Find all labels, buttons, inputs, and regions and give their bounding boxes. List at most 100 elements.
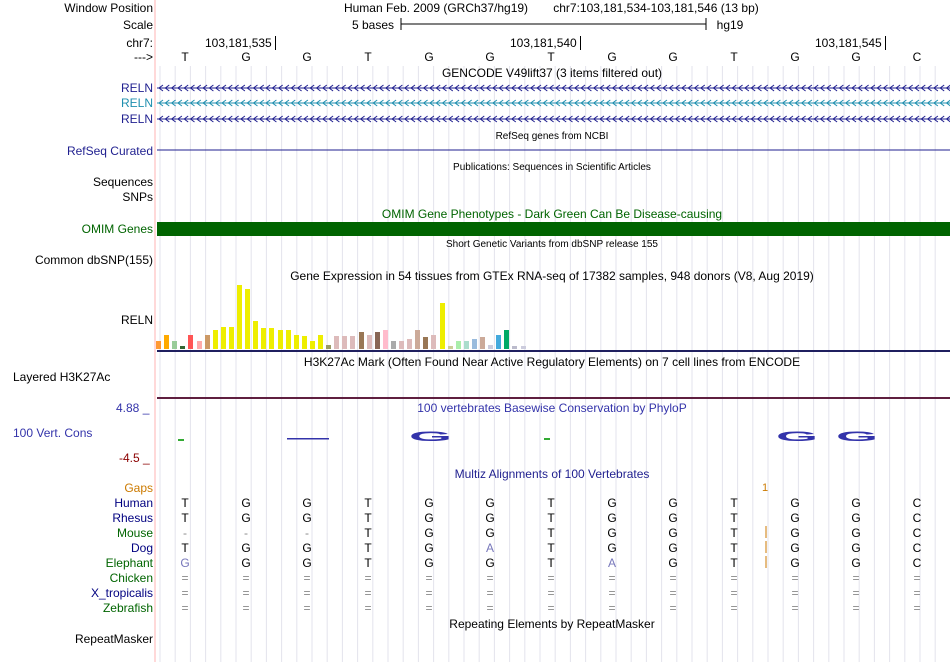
cons-base-logo: G xyxy=(409,428,452,444)
snps-label[interactable]: SNPs xyxy=(122,190,153,204)
omim-genes-label[interactable]: OMIM Genes xyxy=(81,222,153,236)
gtex-tissue-bar[interactable] xyxy=(269,328,275,349)
gtex-tissue-bar[interactable] xyxy=(504,330,510,349)
gtex-tissue-bar[interactable] xyxy=(261,328,267,349)
gtex-tissue-bar[interactable] xyxy=(480,337,485,349)
aligned-base: G xyxy=(424,541,434,555)
gtex-tissue-bar[interactable] xyxy=(245,289,251,349)
gtex-tissue-bar[interactable] xyxy=(382,330,388,349)
assembly-title: Human Feb. 2009 (GRCh37/hg19) xyxy=(343,1,529,15)
gtex-tissue-bar[interactable] xyxy=(164,335,170,349)
aligned-base: = xyxy=(425,571,433,585)
gtex-tissue-bar[interactable] xyxy=(293,335,299,349)
aligned-base: G xyxy=(241,496,251,510)
refseq-curated-label[interactable]: RefSeq Curated xyxy=(66,144,153,158)
species-label[interactable]: Zebrafish xyxy=(102,601,153,615)
gtex-tissue-bar[interactable] xyxy=(520,346,526,349)
gtex-tissue-bar[interactable] xyxy=(423,337,429,349)
gtex-tissue-bar[interactable] xyxy=(220,327,226,349)
sequences-label[interactable]: Sequences xyxy=(92,175,153,189)
gtex-tissue-bar[interactable] xyxy=(407,339,413,349)
gtex-tissue-bar[interactable] xyxy=(471,339,477,349)
aligned-base: = xyxy=(547,586,555,600)
gtex-tissue-bar[interactable] xyxy=(253,321,259,349)
gtex-tissue-bar[interactable] xyxy=(350,336,356,349)
aligned-base: G xyxy=(668,541,678,555)
aligned-base: G xyxy=(302,511,312,525)
aligned-base: G xyxy=(607,541,617,555)
species-label[interactable]: Mouse xyxy=(116,526,153,540)
aligned-base: C xyxy=(912,556,922,570)
omim-gene-bar[interactable] xyxy=(157,222,950,236)
aligned-base: = xyxy=(913,601,921,615)
gtex-tissue-bar[interactable] xyxy=(318,335,323,349)
aligned-base: G xyxy=(424,556,434,570)
gtex-tissue-bar[interactable] xyxy=(496,335,502,349)
gene-label-reln[interactable]: RELN xyxy=(120,96,153,110)
reference-base: C xyxy=(912,50,922,64)
aligned-base: T xyxy=(364,496,372,510)
gtex-tissue-bar[interactable] xyxy=(301,336,307,349)
vert-cons-label[interactable]: 100 Vert. Cons xyxy=(13,426,93,440)
aligned-base: G xyxy=(851,526,861,540)
aligned-base: G xyxy=(485,511,495,525)
gtex-tissue-bar[interactable] xyxy=(512,346,518,349)
species-label[interactable]: Dog xyxy=(130,541,153,555)
gtex-tissue-bar[interactable] xyxy=(374,332,380,349)
species-label[interactable]: Chicken xyxy=(109,571,153,585)
gene-label-reln[interactable]: RELN xyxy=(120,81,153,95)
species-label[interactable]: Human xyxy=(114,496,153,510)
gtex-tissue-bar[interactable] xyxy=(447,346,453,349)
gtex-tissue-bar[interactable] xyxy=(439,303,445,349)
gtex-tissue-bar[interactable] xyxy=(196,341,202,349)
gtex-tissue-bar[interactable] xyxy=(358,332,364,349)
repeatmasker-label[interactable]: RepeatMasker xyxy=(74,632,153,646)
gtex-tissue-bar[interactable] xyxy=(180,346,186,349)
aligned-base: G xyxy=(241,511,251,525)
gtex-tissue-bar[interactable] xyxy=(228,327,234,349)
gtex-tissue-bar[interactable] xyxy=(285,330,291,349)
gtex-tissue-bar[interactable] xyxy=(415,330,421,349)
species-label[interactable]: X_tropicalis xyxy=(90,586,153,600)
gtex-tissue-bar[interactable] xyxy=(488,345,494,349)
gtex-tissue-bar[interactable] xyxy=(334,336,340,349)
gtex-tissue-bar[interactable] xyxy=(172,341,178,349)
scale-db: hg19 xyxy=(716,18,744,32)
layered-h3k27ac-label[interactable]: Layered H3K27Ac xyxy=(13,370,111,384)
species-label[interactable]: Elephant xyxy=(105,556,153,570)
aligned-base: G xyxy=(485,556,495,570)
strand-arrow-marks xyxy=(158,84,950,92)
gtex-tissue-bar[interactable] xyxy=(455,341,461,349)
gtex-tissue-bar[interactable] xyxy=(309,341,315,349)
gtex-tissue-bar[interactable] xyxy=(366,335,372,349)
gtex-gene-label[interactable]: RELN xyxy=(120,313,153,327)
aligned-base: G xyxy=(668,526,678,540)
aligned-base: = xyxy=(791,571,799,585)
strand-arrow-marks xyxy=(158,115,950,123)
aligned-base: G xyxy=(302,541,312,555)
aligned-base: T xyxy=(364,556,372,570)
gtex-tissue-bar[interactable] xyxy=(188,335,194,349)
coordinate-label: 103,181,540 xyxy=(510,36,581,50)
gtex-tissue-bar[interactable] xyxy=(204,335,210,349)
aligned-base: T xyxy=(547,511,555,525)
gtex-tissue-bar[interactable] xyxy=(431,335,437,349)
aligned-base: = xyxy=(913,571,921,585)
gtex-tissue-bar[interactable] xyxy=(390,341,396,349)
gtex-tissue-bar[interactable] xyxy=(237,285,242,349)
gtex-tissue-bar[interactable] xyxy=(212,330,218,349)
gtex-tissue-bar[interactable] xyxy=(399,341,404,349)
aligned-base: = xyxy=(303,601,311,615)
gtex-tissue-bar[interactable] xyxy=(463,341,469,349)
gtex-tissue-bar[interactable] xyxy=(342,336,348,349)
dbsnp-label[interactable]: Common dbSNP(155) xyxy=(34,253,153,267)
gtex-tissue-bar[interactable] xyxy=(156,341,161,349)
aligned-base: G xyxy=(302,556,312,570)
gaps-label[interactable]: Gaps xyxy=(124,481,153,495)
aligned-base: C xyxy=(912,511,922,525)
gtex-tissue-bar[interactable] xyxy=(326,345,332,349)
cons-base-logo: G xyxy=(776,428,818,444)
species-label[interactable]: Rhesus xyxy=(112,511,153,525)
gene-label-reln[interactable]: RELN xyxy=(120,112,153,126)
gtex-tissue-bar[interactable] xyxy=(277,330,283,349)
